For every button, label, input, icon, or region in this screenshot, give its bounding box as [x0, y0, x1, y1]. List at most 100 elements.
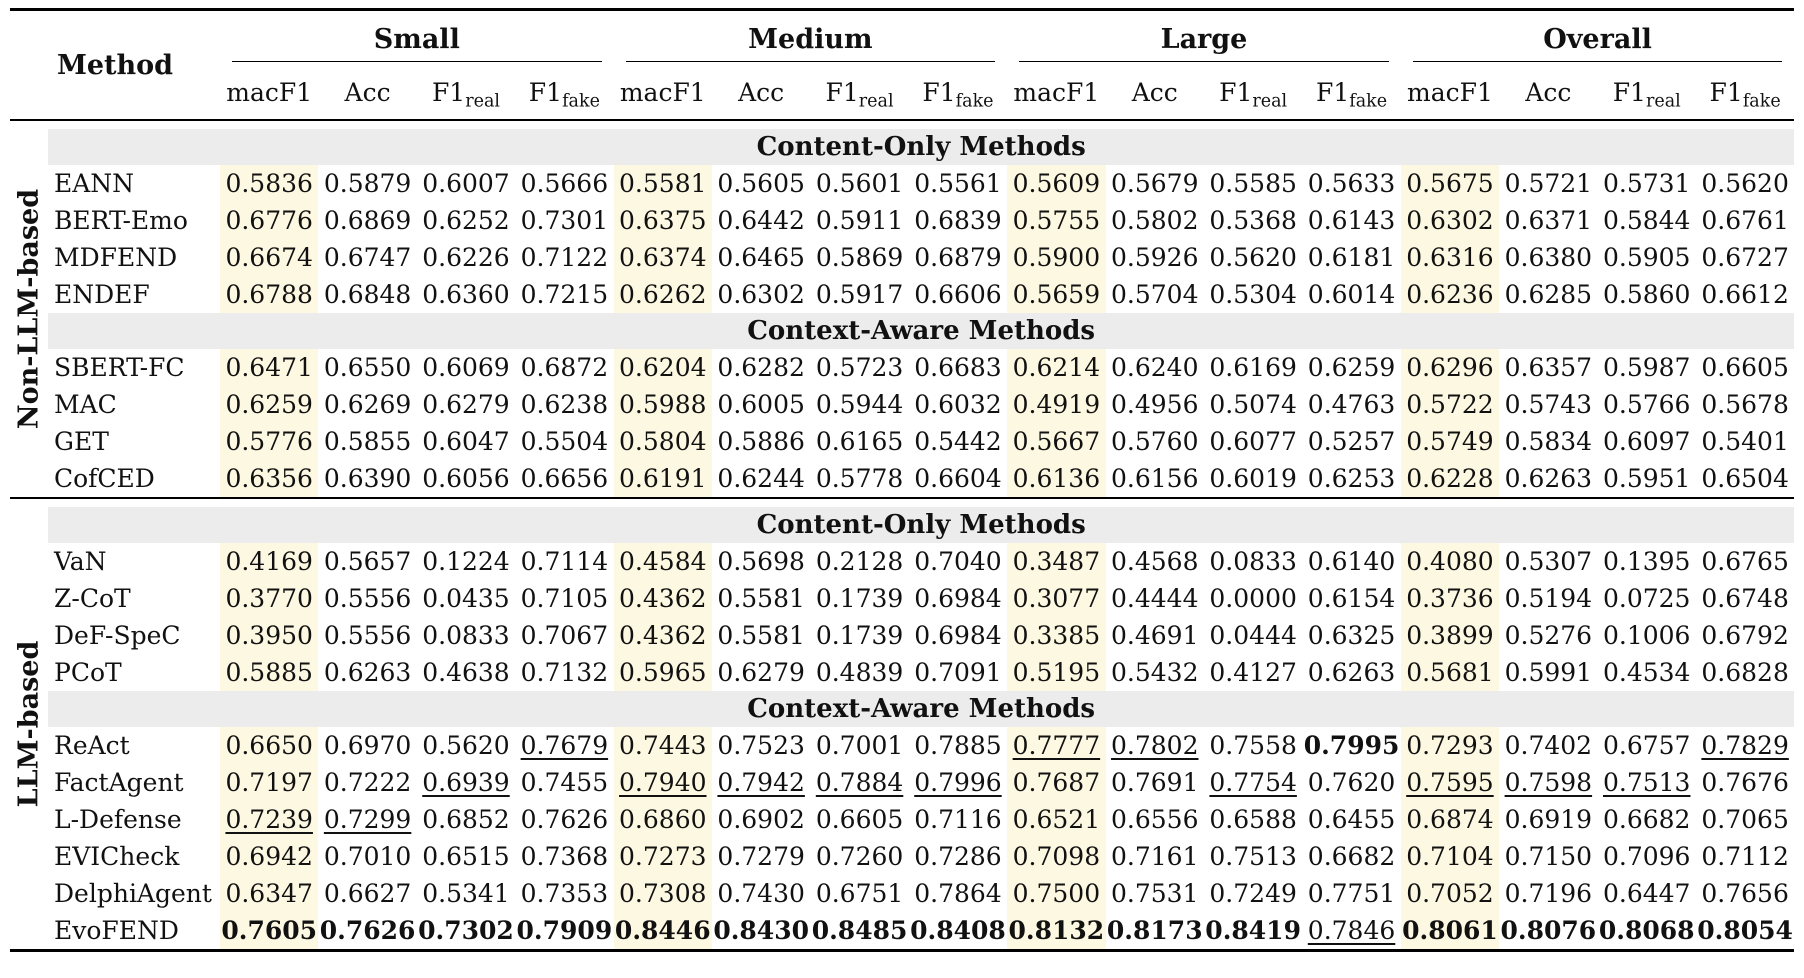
metric-value: 0.6869 — [323, 206, 412, 235]
metric-value: 0.6191 — [619, 464, 707, 493]
metric-base: Acc — [344, 77, 391, 107]
metric-cell: 0.7595 — [1400, 764, 1500, 801]
metric-value: 0.5304 — [1209, 280, 1297, 309]
metric-value: 0.7132 — [520, 658, 609, 687]
metric-value: 0.7430 — [717, 879, 805, 908]
metric-cell: 0.5585 — [1204, 165, 1302, 202]
metric-cell: 0.5836 — [220, 165, 319, 202]
method-name: L-Defense — [54, 805, 182, 834]
metric-header: Acc — [318, 65, 416, 120]
metric-cell: 0.5804 — [613, 423, 712, 460]
metric-value: 0.5749 — [1406, 427, 1494, 456]
metric-value: 0.6682 — [1307, 842, 1396, 871]
metric-cell: 0.5951 — [1598, 460, 1696, 498]
method-name: DeF-SpeC — [54, 621, 181, 650]
metric-cell: 0.6259 — [220, 386, 319, 423]
table-row: BERT-Emo 0.6776 0.6869 0.6252 0.7301 0.6375 0.… — [10, 202, 1794, 239]
metric-cell: 0.5879 — [318, 165, 416, 202]
metric-cell: 0.7293 — [1400, 727, 1500, 764]
metric-value: 0.7091 — [914, 658, 1002, 687]
metric-cell: 0.3770 — [220, 580, 319, 617]
metric-cell: 0.6606 — [909, 276, 1007, 313]
metric-cell: 0.7239 — [220, 801, 319, 838]
metric-cell: 0.5675 — [1400, 165, 1500, 202]
metric-cell: 0.5965 — [613, 654, 712, 691]
metric-cell: 0.6282 — [712, 349, 810, 386]
metric-value: 0.4362 — [619, 621, 707, 650]
metric-value: 0.5743 — [1504, 390, 1593, 419]
metric-cell: 0.6872 — [515, 349, 613, 386]
metric-value: 0.6077 — [1209, 427, 1297, 456]
metric-cell: 0.5195 — [1007, 654, 1106, 691]
metric-cell: 0.5802 — [1106, 202, 1204, 239]
metric-value: 0.4568 — [1111, 547, 1199, 576]
metric-value: 0.6238 — [520, 390, 609, 419]
metric-value: 0.7279 — [717, 842, 805, 871]
metric-value: 0.6604 — [914, 464, 1002, 493]
metric-cell: 0.4638 — [417, 654, 515, 691]
metric-value: 0.6069 — [422, 353, 510, 382]
metric-cell: 0.6238 — [515, 386, 613, 423]
metric-cell: 0.0833 — [1204, 543, 1302, 580]
metric-value: 0.5585 — [1209, 169, 1297, 198]
metric-cell: 0.6253 — [1302, 460, 1400, 498]
metric-cell: 0.6077 — [1204, 423, 1302, 460]
table-row: EANN 0.5836 0.5879 0.6007 0.5666 0.5581 0.5605… — [10, 165, 1794, 202]
metric-value: 0.6515 — [422, 842, 510, 871]
metric-value: 0.3385 — [1012, 621, 1101, 650]
metric-cell: 0.6504 — [1696, 460, 1794, 498]
metric-value: 0.6757 — [1602, 731, 1691, 760]
metric-cell: 0.4691 — [1106, 617, 1204, 654]
metric-cell: 0.5194 — [1499, 580, 1597, 617]
metric-base: F1 — [1315, 77, 1350, 107]
metric-cell: 0.7249 — [1204, 875, 1302, 912]
metric-cell: 0.6296 — [1400, 349, 1500, 386]
metric-cell: 0.7122 — [515, 239, 613, 276]
metric-value: 0.7754 — [1209, 768, 1297, 797]
metric-cell: 0.7864 — [909, 875, 1007, 912]
metric-header: macF1 — [1007, 65, 1105, 120]
metric-cell: 0.7308 — [613, 875, 712, 912]
metric-value: 0.5504 — [520, 427, 609, 456]
metric-cell: 0.5666 — [515, 165, 613, 202]
metric-value: 0.6471 — [225, 353, 313, 382]
metric-value: 0.7150 — [1504, 842, 1593, 871]
metric-value: 0.6919 — [1504, 805, 1593, 834]
metric-cell: 0.7885 — [909, 727, 1007, 764]
metric-cell: 0.7161 — [1106, 838, 1204, 875]
metric-subscript: fake — [1349, 90, 1388, 111]
metric-cell: 0.6471 — [220, 349, 319, 386]
metric-value: 0.6302 — [1406, 206, 1494, 235]
metric-cell: 0.6727 — [1696, 239, 1794, 276]
table-row: L-Defense 0.7239 0.7299 0.6852 0.7626 0.6860 0… — [10, 801, 1794, 838]
metric-cell: 0.7001 — [810, 727, 908, 764]
metric-value: 0.6169 — [1209, 353, 1297, 382]
metric-value: 0.7065 — [1701, 805, 1789, 834]
metric-value: 0.5704 — [1111, 280, 1199, 309]
metric-cell: 0.4763 — [1302, 386, 1400, 423]
table-row: EVICheck 0.6942 0.7010 0.6515 0.7368 0.7273 0.… — [10, 838, 1794, 875]
metric-cell: 0.6942 — [220, 838, 319, 875]
metric-cell: 0.3487 — [1007, 543, 1106, 580]
metric-value: 0.5944 — [815, 390, 904, 419]
metric-cell: 0.7196 — [1499, 875, 1597, 912]
metric-value: 0.1395 — [1602, 547, 1691, 576]
metric-cell: 0.6984 — [909, 617, 1007, 654]
metric-cell: 0.6442 — [712, 202, 810, 239]
group-header-small: Small — [220, 10, 614, 66]
metric-value: 0.5804 — [619, 427, 707, 456]
metric-cell: 0.6360 — [417, 276, 515, 313]
metric-cell: 0.5905 — [1598, 239, 1696, 276]
metric-value: 0.5755 — [1012, 206, 1101, 235]
metric-value: 0.4584 — [619, 547, 707, 576]
metric-cell: 0.7523 — [712, 727, 810, 764]
metric-cell: 0.6014 — [1302, 276, 1400, 313]
metric-value: 0.6047 — [422, 427, 510, 456]
metric-cell: 0.6761 — [1696, 202, 1794, 239]
metric-cell: 0.5760 — [1106, 423, 1204, 460]
method-name: PCoT — [54, 658, 122, 687]
metric-cell: 0.7829 — [1696, 727, 1794, 764]
metric-cell: 0.5601 — [810, 165, 908, 202]
metric-cell: 0.0444 — [1204, 617, 1302, 654]
metric-value: 0.6776 — [225, 206, 313, 235]
